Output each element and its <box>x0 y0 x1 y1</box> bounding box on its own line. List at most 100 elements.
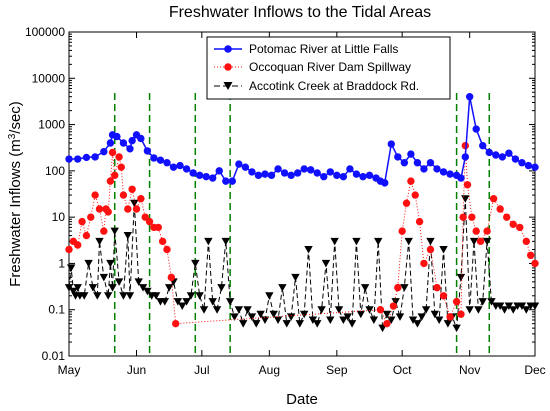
data-point <box>225 298 235 306</box>
data-point <box>452 297 461 306</box>
data-point <box>278 284 287 292</box>
data-point <box>160 298 170 306</box>
data-point <box>80 292 89 300</box>
data-point <box>485 148 493 157</box>
y-tick-label: 0.01 <box>42 349 66 363</box>
data-point <box>93 292 102 300</box>
data-point <box>382 310 392 319</box>
data-point <box>125 292 135 300</box>
data-point <box>489 195 498 203</box>
data-point <box>433 283 441 292</box>
data-point <box>78 217 86 226</box>
data-point <box>164 284 174 292</box>
data-point <box>143 147 152 155</box>
data-point <box>307 166 315 174</box>
data-point <box>208 298 217 306</box>
y-tick-label: 1 <box>58 256 65 270</box>
data-point <box>457 174 465 182</box>
data-point <box>69 287 78 296</box>
data-point <box>173 298 183 306</box>
series-line <box>68 145 536 325</box>
data-point <box>239 320 248 328</box>
x-axis-title: Date <box>286 391 318 408</box>
data-point <box>212 306 222 314</box>
data-point <box>346 165 354 173</box>
data-point <box>73 284 82 292</box>
data-point <box>252 320 261 328</box>
data-point <box>478 298 487 306</box>
data-point <box>87 213 95 221</box>
data-point <box>407 177 415 185</box>
data-point <box>234 306 244 314</box>
data-point <box>326 168 335 176</box>
legend: Potomac River at Little Falls Occoquan R… <box>206 36 451 100</box>
legend-marker-potomac <box>224 45 232 53</box>
data-point <box>389 302 398 310</box>
data-point <box>420 165 428 173</box>
data-point <box>330 237 339 246</box>
data-point <box>352 237 361 246</box>
data-point <box>91 153 99 161</box>
data-point <box>74 241 82 249</box>
data-point <box>463 181 472 189</box>
data-point <box>100 147 108 156</box>
data-point <box>267 171 276 180</box>
data-point <box>376 306 385 314</box>
data-point <box>461 195 470 203</box>
data-point <box>128 136 136 145</box>
data-point <box>150 154 158 162</box>
data-point <box>394 283 402 292</box>
data-point <box>119 191 128 199</box>
data-point <box>413 320 422 328</box>
data-point <box>104 208 112 216</box>
x-tick-label: Dec <box>524 363 545 377</box>
data-point <box>381 179 389 187</box>
data-point <box>293 169 302 177</box>
data-point <box>352 170 361 178</box>
data-point <box>472 125 480 133</box>
data-point <box>522 237 530 246</box>
data-point <box>151 292 161 300</box>
data-point <box>400 159 409 167</box>
data-point <box>439 168 448 176</box>
data-point <box>333 171 341 180</box>
data-point <box>504 302 514 311</box>
data-point <box>456 273 466 282</box>
data-point <box>387 316 396 324</box>
data-point <box>530 302 540 311</box>
legend-marker-accotink <box>223 82 233 90</box>
data-point <box>248 168 256 176</box>
data-point <box>439 245 448 254</box>
chart-title: Freshwater Inflows to the Tidal Areas <box>169 4 431 21</box>
data-point <box>138 284 148 292</box>
data-point <box>468 213 476 221</box>
data-point <box>158 237 167 246</box>
data-point <box>295 320 305 328</box>
plot-frame <box>68 31 536 357</box>
data-point <box>400 284 409 292</box>
data-point <box>178 302 187 311</box>
x-tick-label: Aug <box>259 363 280 377</box>
data-point <box>469 237 479 246</box>
data-point <box>145 217 154 226</box>
data-point <box>300 165 308 173</box>
data-point <box>215 167 223 175</box>
data-point <box>176 161 184 170</box>
data-point <box>230 313 239 321</box>
data-point <box>88 284 98 292</box>
data-point <box>402 199 411 207</box>
series-layer <box>64 93 540 333</box>
data-point <box>195 171 204 180</box>
data-point <box>273 316 283 324</box>
data-point <box>439 292 448 300</box>
data-point <box>461 141 470 150</box>
data-point <box>413 159 422 167</box>
data-point <box>108 148 117 157</box>
data-point <box>465 306 474 314</box>
data-point <box>132 205 141 213</box>
data-point <box>500 306 509 314</box>
data-point <box>84 259 93 268</box>
data-point <box>274 165 282 173</box>
data-point <box>522 306 531 314</box>
